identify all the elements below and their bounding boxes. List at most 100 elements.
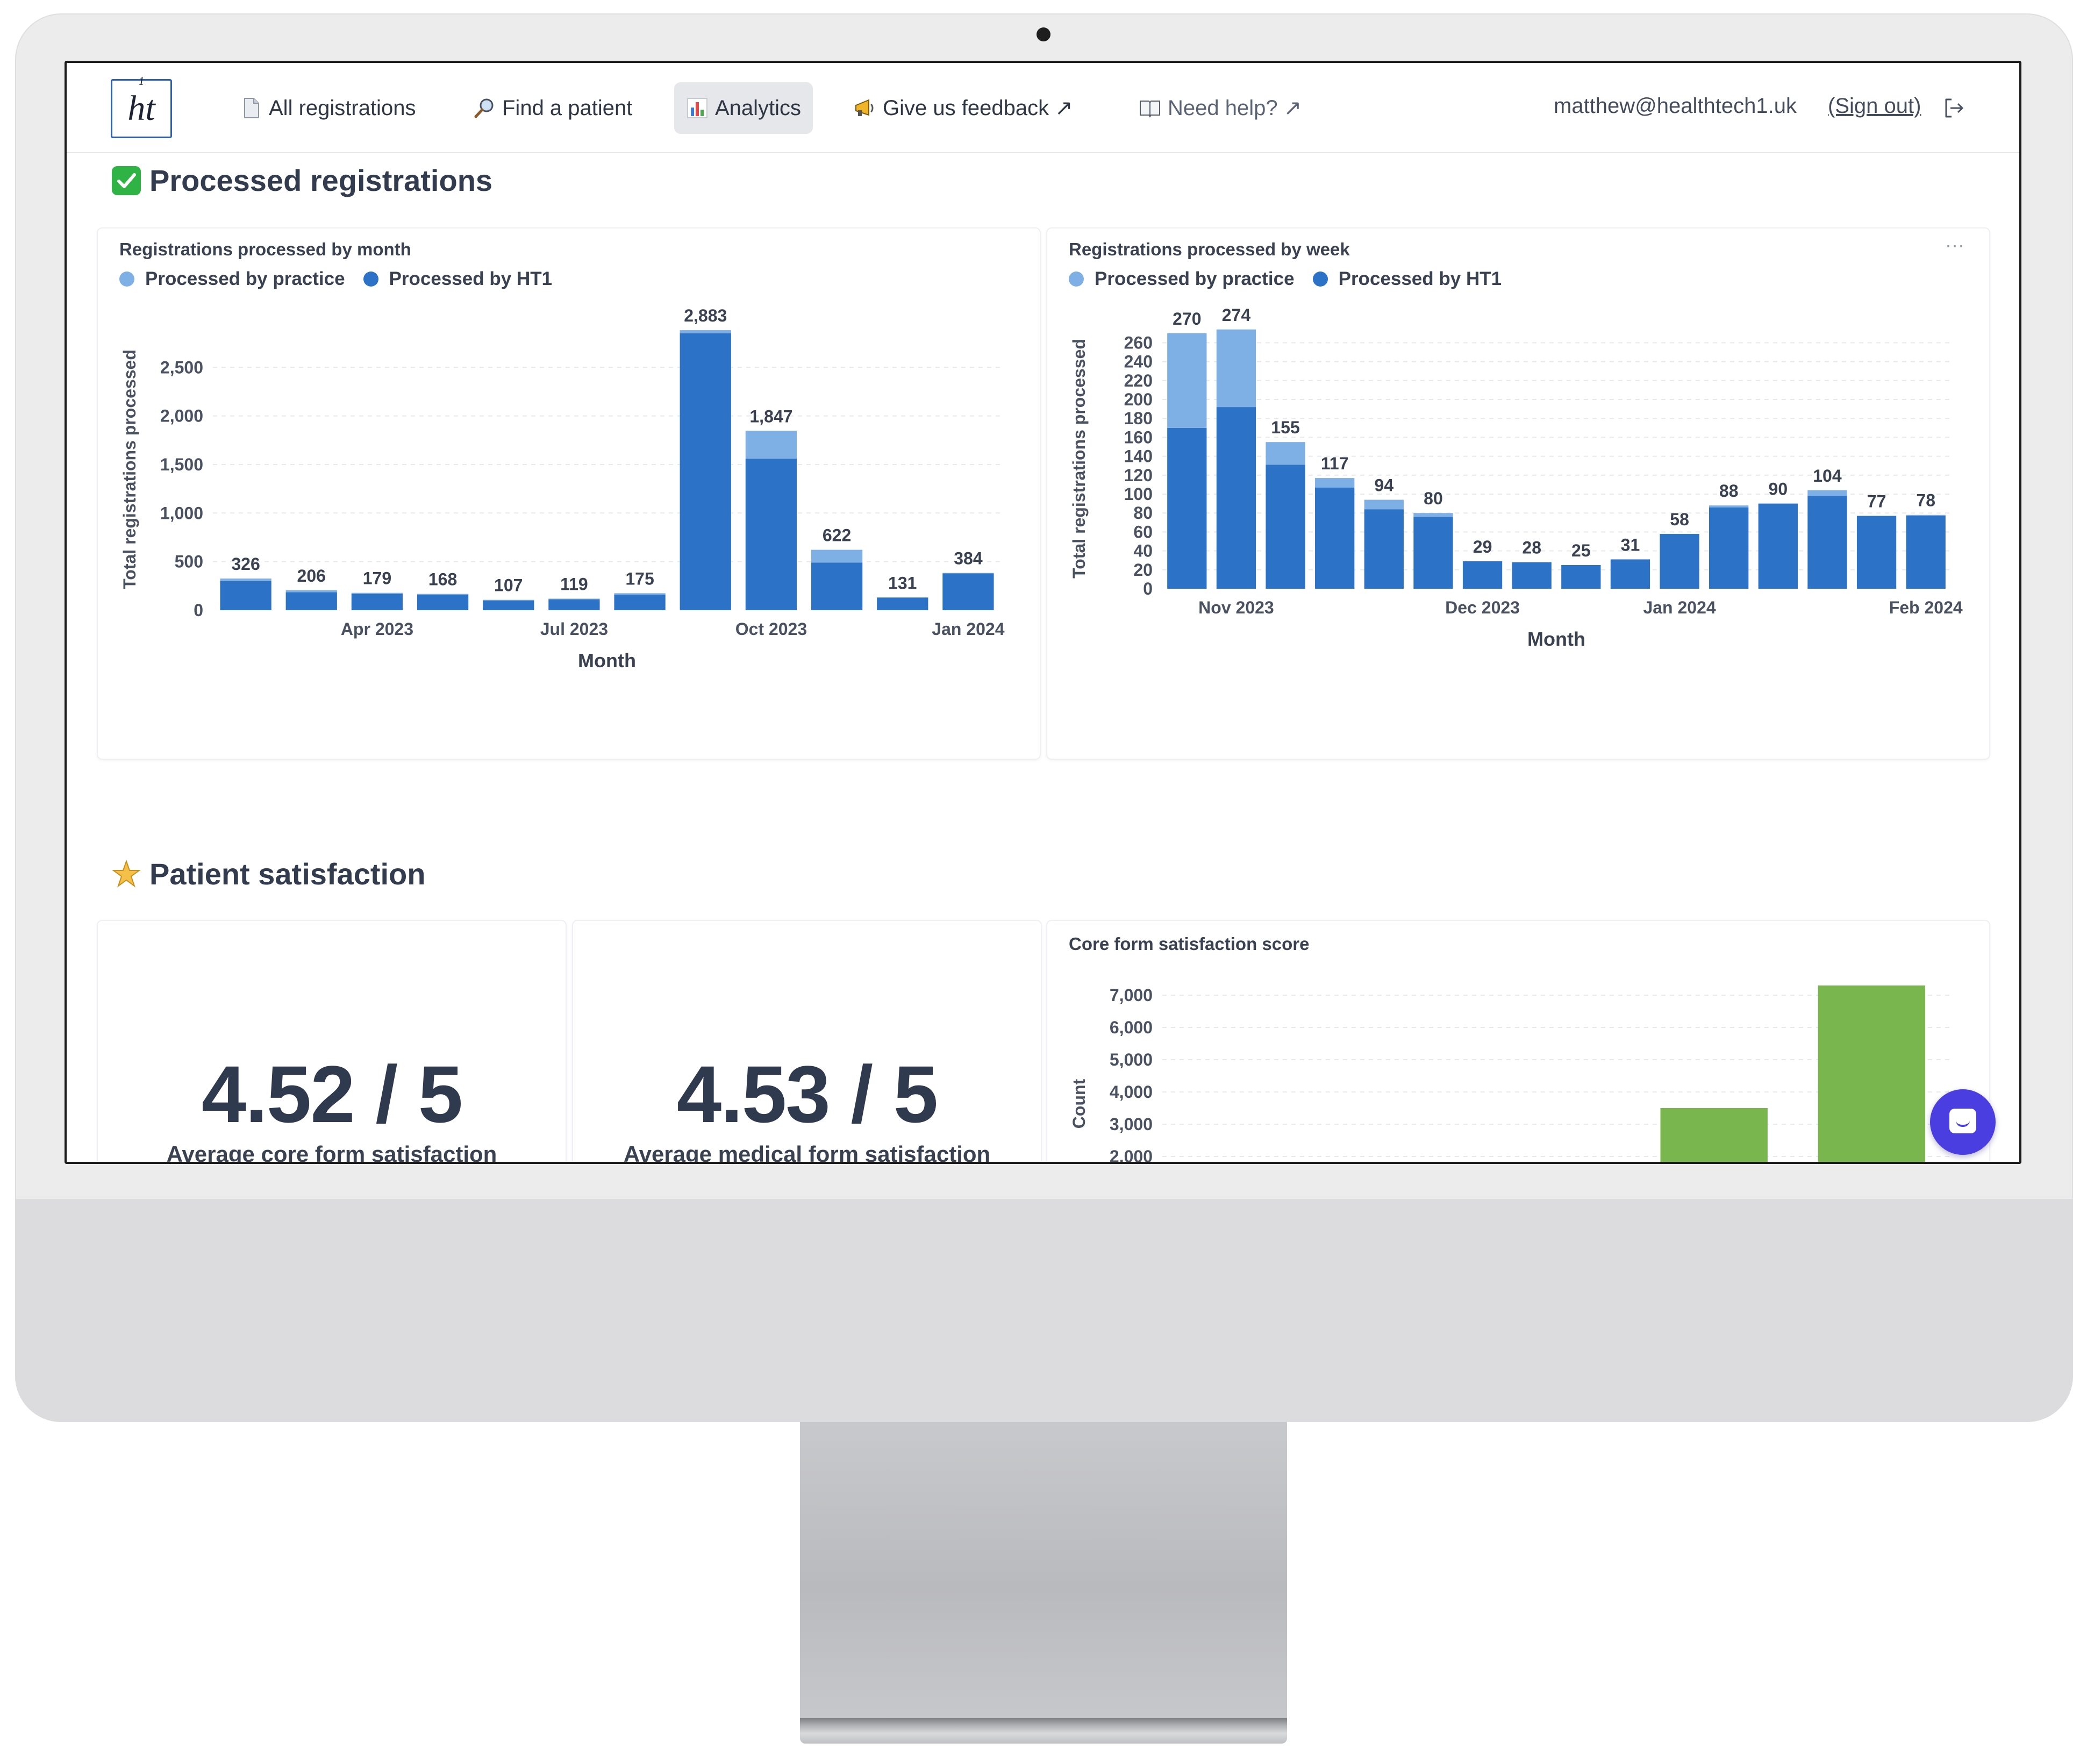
bar-practice [1413, 513, 1453, 517]
chat-icon [1949, 1109, 1976, 1133]
monthly-chart-title: Registrations processed by month [119, 239, 411, 259]
document-icon [240, 97, 262, 119]
bar-ht1 [1709, 507, 1749, 589]
data-label: 28 [1522, 538, 1541, 558]
y-tick-label: 140 [1124, 447, 1153, 466]
bar-ht1 [1315, 487, 1355, 589]
data-label: 104 [1813, 466, 1842, 485]
star-icon [111, 859, 141, 889]
x-tick-label: Oct 2023 [735, 619, 807, 639]
processed-section-title: Processed registrations [112, 163, 492, 198]
bar-ht1 [417, 595, 469, 610]
core-satisfaction-card: 4.52 / 5 Average core form satisfaction [97, 920, 567, 1162]
bar-practice [220, 579, 271, 581]
data-label: 88 [1719, 481, 1739, 501]
bar-chart-icon [686, 97, 709, 119]
bar-ht1 [1906, 516, 1946, 589]
bar-ht1 [745, 459, 797, 610]
app-viewport: ht 1 All registrations Find a patient An… [67, 63, 2019, 1162]
section-title-text: Processed registrations [149, 163, 493, 197]
data-label: 179 [363, 569, 391, 588]
nav-label: Give us feedback ↗ [883, 96, 1073, 120]
data-label: 326 [231, 554, 260, 574]
nav-label: Need help? ↗ [1168, 96, 1302, 120]
y-tick-label: 220 [1124, 371, 1153, 390]
megaphone-icon [854, 97, 876, 119]
data-label: 119 [560, 574, 588, 594]
y-tick-label: 1,500 [160, 455, 203, 474]
bar-practice [942, 573, 994, 574]
weekly-chart-title: Registrations processed by week [1069, 239, 1350, 259]
satisfaction-section-title: Patient satisfaction [111, 856, 425, 891]
y-tick-label: 2,500 [160, 358, 203, 377]
y-tick-label: 240 [1124, 352, 1153, 372]
data-label: 80 [1424, 489, 1443, 508]
y-tick-label: 20 [1133, 560, 1153, 580]
data-label: 2,883 [684, 306, 727, 325]
bar-ht1 [351, 594, 403, 610]
y-tick-label: 60 [1133, 522, 1153, 541]
legend-swatch-ht1 [1312, 272, 1328, 287]
bar-practice [1216, 329, 1256, 408]
imac-stand [800, 1422, 1287, 1723]
data-label: 107 [494, 576, 523, 595]
bar-ht1 [1561, 565, 1601, 589]
bar-ht1 [680, 333, 731, 610]
top-nav: ht 1 All registrations Find a patient An… [67, 63, 2019, 153]
logout-icon[interactable] [1942, 96, 1966, 120]
bar-practice [1364, 499, 1404, 510]
card-menu-button[interactable]: ··· [1945, 234, 1964, 256]
bar-ht1 [942, 573, 994, 610]
legend-swatch-practice [119, 272, 134, 287]
sign-out-link[interactable]: (Sign out) [1828, 94, 1921, 118]
nav-find-patient[interactable]: Find a patient [461, 82, 644, 134]
data-label: 78 [1916, 491, 1935, 510]
nav-label: Find a patient [502, 96, 633, 120]
bar-practice [351, 592, 403, 594]
legend-item-practice[interactable]: Processed by practice [119, 268, 345, 290]
logo-mark: 1 [138, 74, 145, 88]
y-tick-label: 0 [194, 601, 203, 620]
bar-practice [548, 598, 600, 599]
bar-practice [1807, 490, 1847, 496]
nav-label: All registrations [269, 96, 416, 120]
nav-feedback[interactable]: Give us feedback ↗ [842, 82, 1085, 134]
y-tick-label: 2,000 [1110, 1147, 1153, 1162]
bar-practice [614, 593, 666, 595]
data-label: 117 [1321, 454, 1349, 473]
ht-logo[interactable]: ht 1 [111, 74, 172, 138]
bar-ht1 [1610, 559, 1650, 589]
bar-ht1 [1807, 496, 1847, 589]
weekly-chart-card: Registrations processed by week ··· Proc… [1046, 227, 1990, 760]
monthly-chart-legend: Processed by practice Processed by HT1 [119, 268, 570, 290]
bar-ht1 [1512, 562, 1552, 589]
medical-satisfaction-card: 4.53 / 5 Average medical form satisfacti… [572, 920, 1042, 1162]
legend-item-practice[interactable]: Processed by practice [1069, 268, 1295, 290]
satisfaction-score-card: Core form satisfaction score 2,000 3,000 4… [1046, 920, 1990, 1162]
y-tick-label: 4,000 [1110, 1082, 1153, 1102]
legend-item-ht1[interactable]: Processed by HT1 [1312, 268, 1502, 290]
nav-analytics[interactable]: Analytics [674, 82, 813, 134]
nav-need-help[interactable]: Need help? ↗ [1127, 82, 1313, 134]
x-tick-label: Jan 2024 [1643, 598, 1716, 617]
y-tick-label: 200 [1124, 390, 1153, 409]
y-tick-label: 160 [1124, 427, 1153, 447]
data-label: 131 [888, 573, 917, 592]
x-tick-label: Feb 2024 [1889, 598, 1963, 617]
bar-practice [483, 599, 534, 601]
imac-chin [15, 1199, 2073, 1422]
legend-item-ht1[interactable]: Processed by HT1 [363, 268, 552, 290]
legend-label: Processed by practice [1095, 268, 1295, 289]
nav-all-registrations[interactable]: All registrations [228, 82, 427, 134]
chat-launcher-button[interactable] [1930, 1089, 1996, 1155]
x-tick-label: Jul 2023 [540, 619, 608, 639]
y-tick-label: 180 [1124, 409, 1153, 428]
bar-practice [1709, 505, 1749, 508]
imac-stand-foot [800, 1718, 1287, 1744]
y-tick-label: 5,000 [1110, 1050, 1153, 1069]
bar-ht1 [1266, 465, 1305, 589]
legend-swatch-ht1 [363, 272, 378, 287]
data-label: 384 [954, 549, 983, 568]
bar-practice [745, 431, 797, 459]
data-label: 1,847 [749, 406, 792, 426]
